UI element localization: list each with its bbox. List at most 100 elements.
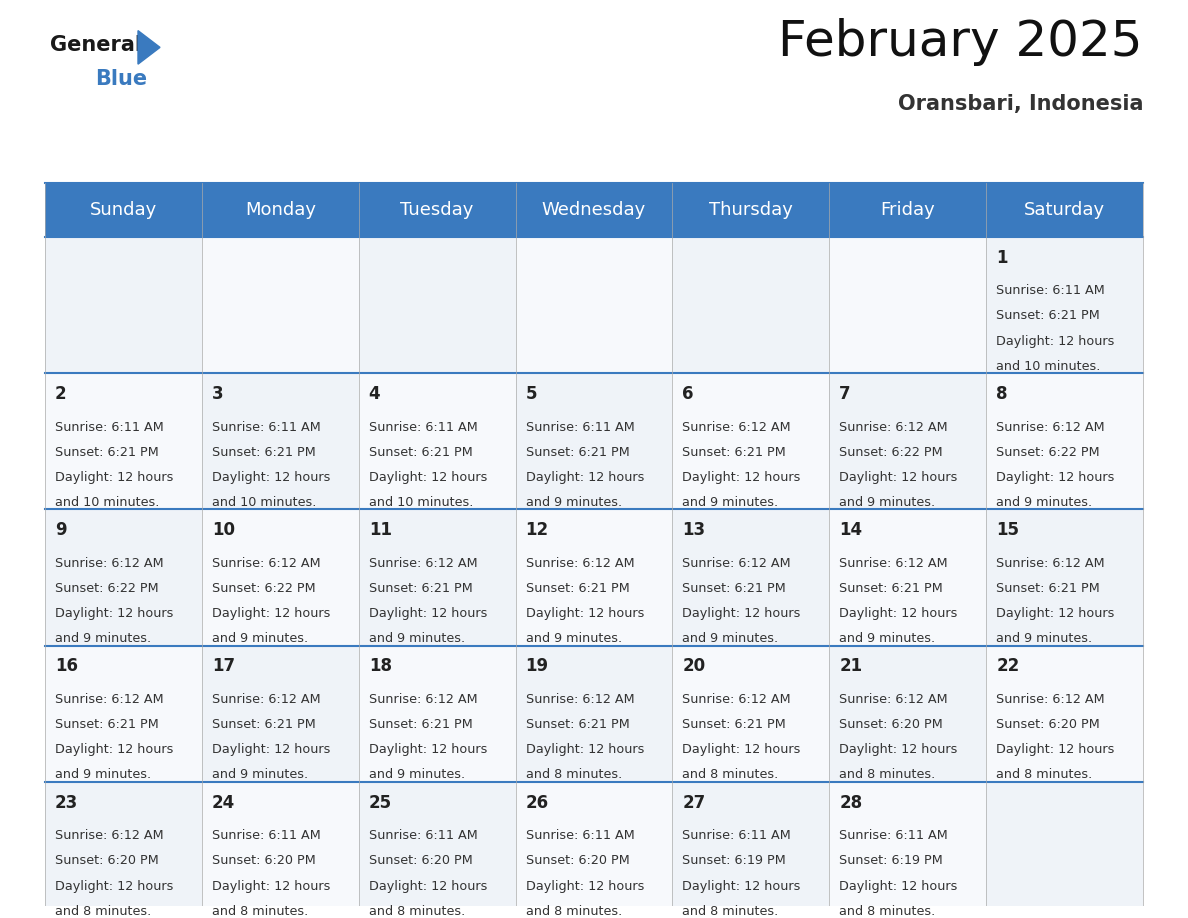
Text: Sunset: 6:21 PM: Sunset: 6:21 PM xyxy=(368,718,473,731)
Bar xyxy=(202,782,359,918)
Text: Sunset: 6:21 PM: Sunset: 6:21 PM xyxy=(55,445,159,459)
Bar xyxy=(829,782,986,918)
Text: Sunset: 6:20 PM: Sunset: 6:20 PM xyxy=(368,855,473,868)
Text: and 9 minutes.: and 9 minutes. xyxy=(997,496,1092,509)
Text: Daylight: 12 hours: Daylight: 12 hours xyxy=(525,471,644,484)
Text: Sunrise: 6:11 AM: Sunrise: 6:11 AM xyxy=(368,420,478,433)
Text: Sunset: 6:22 PM: Sunset: 6:22 PM xyxy=(211,582,316,595)
Text: Sunrise: 6:11 AM: Sunrise: 6:11 AM xyxy=(55,420,164,433)
Text: Sunrise: 6:11 AM: Sunrise: 6:11 AM xyxy=(839,829,948,842)
Text: 10: 10 xyxy=(211,521,235,539)
Text: Thursday: Thursday xyxy=(709,201,792,218)
Text: and 9 minutes.: and 9 minutes. xyxy=(682,496,778,509)
Text: Daylight: 12 hours: Daylight: 12 hours xyxy=(997,335,1114,348)
Text: 27: 27 xyxy=(682,794,706,812)
Text: Sunset: 6:20 PM: Sunset: 6:20 PM xyxy=(525,855,630,868)
Text: Sunset: 6:20 PM: Sunset: 6:20 PM xyxy=(997,718,1100,731)
Bar xyxy=(359,782,516,918)
Bar xyxy=(45,373,202,509)
Text: Friday: Friday xyxy=(880,201,935,218)
Bar xyxy=(672,509,829,645)
Text: Sunrise: 6:12 AM: Sunrise: 6:12 AM xyxy=(839,693,948,706)
Bar xyxy=(45,183,1143,237)
Text: Daylight: 12 hours: Daylight: 12 hours xyxy=(997,607,1114,620)
Text: 3: 3 xyxy=(211,385,223,403)
Text: and 8 minutes.: and 8 minutes. xyxy=(525,768,621,781)
Text: Sunrise: 6:11 AM: Sunrise: 6:11 AM xyxy=(211,829,321,842)
Text: Sunrise: 6:12 AM: Sunrise: 6:12 AM xyxy=(211,556,321,570)
Text: 22: 22 xyxy=(997,657,1019,676)
Bar xyxy=(202,509,359,645)
Text: Daylight: 12 hours: Daylight: 12 hours xyxy=(368,471,487,484)
Text: Sunset: 6:22 PM: Sunset: 6:22 PM xyxy=(55,582,159,595)
Text: 12: 12 xyxy=(525,521,549,539)
Text: 7: 7 xyxy=(839,385,851,403)
Text: Sunset: 6:20 PM: Sunset: 6:20 PM xyxy=(839,718,943,731)
Text: and 9 minutes.: and 9 minutes. xyxy=(839,633,935,645)
Text: Sunset: 6:19 PM: Sunset: 6:19 PM xyxy=(839,855,943,868)
Text: Sunrise: 6:12 AM: Sunrise: 6:12 AM xyxy=(839,556,948,570)
Bar xyxy=(45,509,202,645)
Text: Sunset: 6:21 PM: Sunset: 6:21 PM xyxy=(368,445,473,459)
Text: Daylight: 12 hours: Daylight: 12 hours xyxy=(839,607,958,620)
Text: Sunset: 6:22 PM: Sunset: 6:22 PM xyxy=(839,445,943,459)
Text: and 8 minutes.: and 8 minutes. xyxy=(525,904,621,918)
Text: Daylight: 12 hours: Daylight: 12 hours xyxy=(368,744,487,756)
Text: Daylight: 12 hours: Daylight: 12 hours xyxy=(55,471,173,484)
Text: and 8 minutes.: and 8 minutes. xyxy=(368,904,465,918)
Text: Sunset: 6:21 PM: Sunset: 6:21 PM xyxy=(997,582,1100,595)
Text: Wednesday: Wednesday xyxy=(542,201,646,218)
Text: Daylight: 12 hours: Daylight: 12 hours xyxy=(997,471,1114,484)
Text: Sunset: 6:19 PM: Sunset: 6:19 PM xyxy=(682,855,786,868)
Text: 4: 4 xyxy=(368,385,380,403)
Text: Sunset: 6:21 PM: Sunset: 6:21 PM xyxy=(682,445,786,459)
Bar xyxy=(45,782,202,918)
Bar xyxy=(986,373,1143,509)
Text: 18: 18 xyxy=(368,657,392,676)
Bar xyxy=(359,237,516,373)
Text: Sunrise: 6:11 AM: Sunrise: 6:11 AM xyxy=(682,829,791,842)
Text: Daylight: 12 hours: Daylight: 12 hours xyxy=(839,471,958,484)
Text: February 2025: February 2025 xyxy=(778,17,1143,66)
Text: Sunrise: 6:12 AM: Sunrise: 6:12 AM xyxy=(368,693,478,706)
Text: Sunrise: 6:11 AM: Sunrise: 6:11 AM xyxy=(368,829,478,842)
Text: Sunset: 6:20 PM: Sunset: 6:20 PM xyxy=(55,855,159,868)
Text: Daylight: 12 hours: Daylight: 12 hours xyxy=(682,607,801,620)
Text: Blue: Blue xyxy=(95,69,147,89)
Text: and 9 minutes.: and 9 minutes. xyxy=(525,633,621,645)
Text: Daylight: 12 hours: Daylight: 12 hours xyxy=(211,879,330,892)
Bar xyxy=(516,645,672,782)
Bar xyxy=(672,373,829,509)
Text: Monday: Monday xyxy=(245,201,316,218)
Text: 2: 2 xyxy=(55,385,67,403)
Text: Sunday: Sunday xyxy=(90,201,157,218)
Text: Sunrise: 6:12 AM: Sunrise: 6:12 AM xyxy=(997,420,1105,433)
Text: and 9 minutes.: and 9 minutes. xyxy=(55,768,151,781)
Text: and 10 minutes.: and 10 minutes. xyxy=(55,496,159,509)
Bar xyxy=(45,645,202,782)
Bar xyxy=(829,509,986,645)
Bar xyxy=(672,237,829,373)
Text: Sunset: 6:21 PM: Sunset: 6:21 PM xyxy=(211,718,316,731)
Bar xyxy=(829,645,986,782)
Text: 20: 20 xyxy=(682,657,706,676)
Bar xyxy=(359,645,516,782)
Text: Daylight: 12 hours: Daylight: 12 hours xyxy=(839,744,958,756)
Text: Sunrise: 6:11 AM: Sunrise: 6:11 AM xyxy=(997,285,1105,297)
Text: Sunset: 6:21 PM: Sunset: 6:21 PM xyxy=(997,309,1100,322)
Text: and 8 minutes.: and 8 minutes. xyxy=(997,768,1093,781)
Text: Daylight: 12 hours: Daylight: 12 hours xyxy=(525,744,644,756)
Text: 6: 6 xyxy=(682,385,694,403)
Text: Sunrise: 6:12 AM: Sunrise: 6:12 AM xyxy=(682,693,791,706)
Text: Sunset: 6:22 PM: Sunset: 6:22 PM xyxy=(997,445,1100,459)
Text: 5: 5 xyxy=(525,385,537,403)
Text: Saturday: Saturday xyxy=(1024,201,1105,218)
Text: and 8 minutes.: and 8 minutes. xyxy=(55,904,151,918)
Bar xyxy=(986,782,1143,918)
Text: and 8 minutes.: and 8 minutes. xyxy=(211,904,308,918)
Text: Sunrise: 6:12 AM: Sunrise: 6:12 AM xyxy=(525,693,634,706)
Bar xyxy=(202,237,359,373)
Text: Sunset: 6:21 PM: Sunset: 6:21 PM xyxy=(368,582,473,595)
Polygon shape xyxy=(138,30,160,64)
Text: Daylight: 12 hours: Daylight: 12 hours xyxy=(368,607,487,620)
